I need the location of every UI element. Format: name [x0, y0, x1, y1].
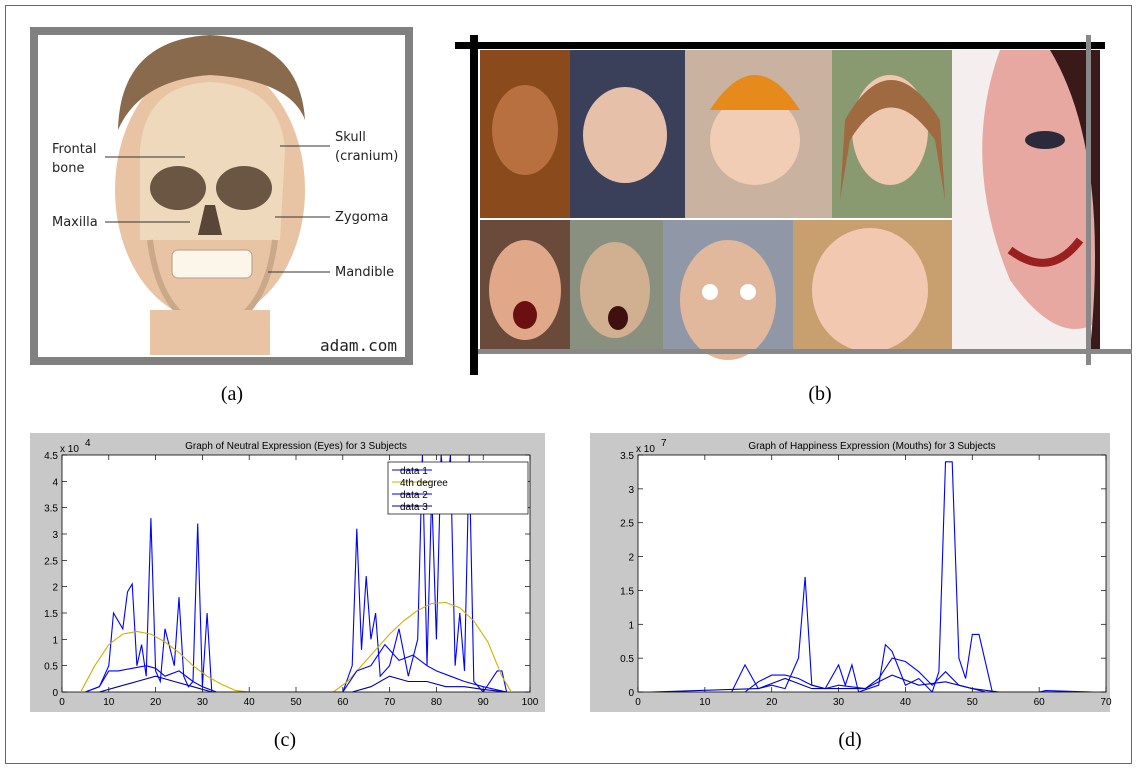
y-tick-label: 1.5 — [620, 586, 634, 597]
legend-label: data 1 — [400, 466, 428, 477]
skull-panel: Frontal bone Skull (cranium) Maxilla Zyg… — [34, 31, 409, 361]
x-tick-label: 20 — [150, 697, 162, 708]
y-exponent: x 10 — [636, 444, 655, 455]
y-tick-label: 2 — [628, 553, 634, 564]
legend-label: 4th degree — [400, 478, 448, 489]
chart-title: Graph of Happiness Expression (Mouths) f… — [748, 441, 995, 452]
x-tick-label: 40 — [900, 697, 912, 708]
figure: Frontal bone Skull (cranium) Maxilla Zyg… — [0, 0, 1137, 769]
x-tick-label: 30 — [833, 697, 845, 708]
x-tick-label: 0 — [59, 697, 65, 708]
y-tick-label: 4 — [52, 477, 58, 488]
x-tick-label: 10 — [103, 697, 115, 708]
x-tick-label: 80 — [431, 697, 443, 708]
legend-label: data 2 — [400, 490, 428, 501]
y-exponent: x 10 — [60, 444, 79, 455]
y-exponent-power: 7 — [661, 438, 667, 449]
y-tick-label: 0 — [52, 688, 58, 699]
skull-label: Frontal — [52, 142, 96, 157]
y-tick-label: 3 — [628, 485, 634, 496]
x-tick-label: 0 — [635, 697, 641, 708]
x-tick-label: 50 — [967, 697, 979, 708]
skull-label: Mandible — [335, 265, 394, 280]
x-tick-label: 20 — [766, 697, 778, 708]
skull-label: bone — [52, 161, 84, 176]
y-tick-label: 0.5 — [620, 654, 634, 665]
skull-label: (cranium) — [335, 149, 398, 164]
y-tick-label: 3 — [52, 530, 58, 541]
x-tick-label: 70 — [1100, 697, 1112, 708]
x-tick-label: 10 — [699, 697, 711, 708]
chart-title: Graph of Neutral Expression (Eyes) for 3… — [185, 441, 407, 452]
y-tick-label: 2 — [52, 583, 58, 594]
panel-label: (d) — [838, 729, 861, 751]
panel-label: (a) — [221, 383, 243, 405]
y-tick-label: 3.5 — [44, 504, 58, 515]
y-tick-label: 1 — [52, 635, 58, 646]
y-tick-label: 1 — [628, 620, 634, 631]
plot-area — [638, 455, 1106, 692]
y-tick-label: 2.5 — [44, 556, 58, 567]
y-tick-label: 2.5 — [620, 519, 634, 530]
x-tick-label: 70 — [384, 697, 396, 708]
watermark: adam.com — [320, 336, 397, 355]
legend-label: data 3 — [400, 502, 428, 513]
x-tick-label: 100 — [522, 697, 539, 708]
face-collage — [455, 35, 1132, 375]
x-tick-label: 90 — [478, 697, 490, 708]
skull-label: Zygoma — [335, 210, 388, 225]
x-tick-label: 50 — [290, 697, 302, 708]
y-exponent-power: 4 — [85, 438, 91, 449]
y-tick-label: 1.5 — [44, 609, 58, 620]
x-tick-label: 30 — [197, 697, 209, 708]
panel-label: (c) — [274, 729, 296, 751]
x-tick-label: 40 — [244, 697, 256, 708]
y-tick-label: 3.5 — [620, 451, 634, 462]
y-tick-label: 4.5 — [44, 451, 58, 462]
skull-label: Skull — [335, 130, 366, 145]
y-tick-label: 0.5 — [44, 662, 58, 673]
skull-label: Maxilla — [52, 215, 98, 230]
x-tick-label: 60 — [337, 697, 349, 708]
y-tick-label: 0 — [628, 688, 634, 699]
x-tick-label: 60 — [1034, 697, 1046, 708]
panel-label: (b) — [808, 383, 831, 405]
